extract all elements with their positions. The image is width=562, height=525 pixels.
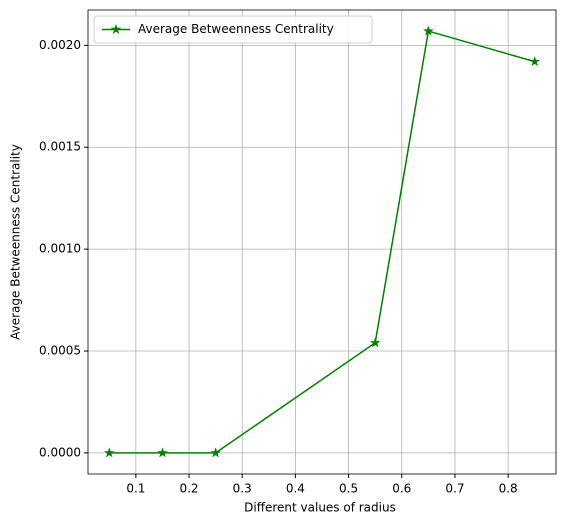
y-tick-label: 0.0020 xyxy=(39,38,81,52)
x-tick-label: 0.2 xyxy=(179,482,198,496)
x-tick-label: 0.8 xyxy=(499,482,518,496)
x-axis-label: Different values of radius xyxy=(244,501,396,515)
x-tick-label: 0.1 xyxy=(126,482,145,496)
y-tick-label: 0.0010 xyxy=(39,242,81,256)
marker xyxy=(210,447,221,458)
y-tick-label: 0.0015 xyxy=(39,140,81,154)
y-tick-label: 0.0000 xyxy=(39,445,81,459)
marker xyxy=(423,25,434,36)
x-tick-label: 0.6 xyxy=(392,482,411,496)
marker xyxy=(157,447,168,458)
x-tick-label: 0.5 xyxy=(339,482,358,496)
y-axis-label: Average Betweenness Centrality xyxy=(9,144,23,340)
y-tick-label: 0.0005 xyxy=(39,344,81,358)
legend-label: Average Betweenness Centrality xyxy=(138,22,334,36)
line xyxy=(109,30,535,454)
marker xyxy=(529,56,540,67)
x-tick-label: 0.3 xyxy=(233,482,252,496)
plot-frame xyxy=(87,9,557,475)
legend-marker xyxy=(110,23,122,34)
x-tick-label: 0.4 xyxy=(286,482,305,496)
marker xyxy=(369,337,381,348)
legend-box xyxy=(93,15,373,44)
marker xyxy=(104,447,115,458)
x-tick-label: 0.7 xyxy=(445,482,464,496)
